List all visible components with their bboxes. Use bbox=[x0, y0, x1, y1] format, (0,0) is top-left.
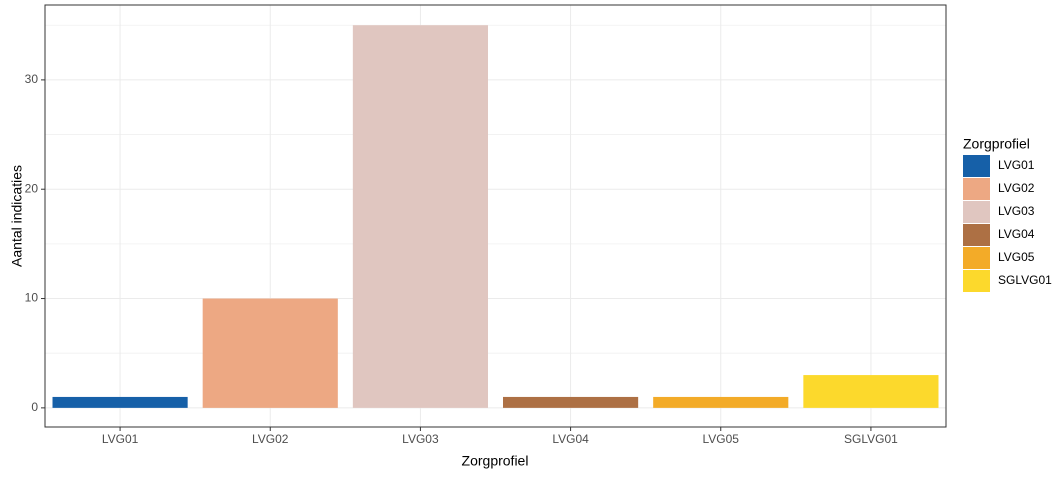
y-tick-label: 20 bbox=[25, 181, 39, 195]
legend-title: Zorgprofiel bbox=[963, 136, 1030, 152]
legend-label: LVG05 bbox=[998, 250, 1035, 264]
legend-key bbox=[963, 201, 990, 223]
y-tick-label: 10 bbox=[25, 291, 39, 305]
legend-key bbox=[963, 155, 990, 177]
y-tick-label: 0 bbox=[31, 400, 38, 414]
bar bbox=[52, 396, 188, 408]
legend-key bbox=[963, 247, 990, 269]
legend-label: LVG03 bbox=[998, 204, 1035, 218]
x-tick-label: SGLVG01 bbox=[844, 432, 898, 446]
legend-key bbox=[963, 178, 990, 200]
y-tick-label: 30 bbox=[25, 72, 39, 86]
legend-label: LVG01 bbox=[998, 158, 1035, 172]
bar bbox=[503, 396, 639, 408]
x-tick-label: LVG04 bbox=[552, 432, 589, 446]
x-tick-label: LVG03 bbox=[402, 432, 439, 446]
x-tick-label: LVG01 bbox=[102, 432, 139, 446]
legend-key bbox=[963, 224, 990, 246]
bar bbox=[352, 25, 488, 408]
x-tick-label: LVG02 bbox=[252, 432, 289, 446]
x-tick-label: LVG05 bbox=[703, 432, 740, 446]
bar bbox=[653, 396, 789, 408]
legend-label: LVG02 bbox=[998, 181, 1035, 195]
bar bbox=[803, 375, 939, 408]
bar bbox=[202, 298, 338, 408]
legend-label: LVG04 bbox=[998, 227, 1035, 241]
x-axis-title: Zorgprofiel bbox=[462, 453, 529, 469]
legend-key bbox=[963, 270, 990, 292]
plot-border bbox=[44, 4, 947, 428]
y-axis-title: Aantal indicaties bbox=[9, 165, 25, 267]
legend-label: SGLVG01 bbox=[998, 273, 1052, 287]
